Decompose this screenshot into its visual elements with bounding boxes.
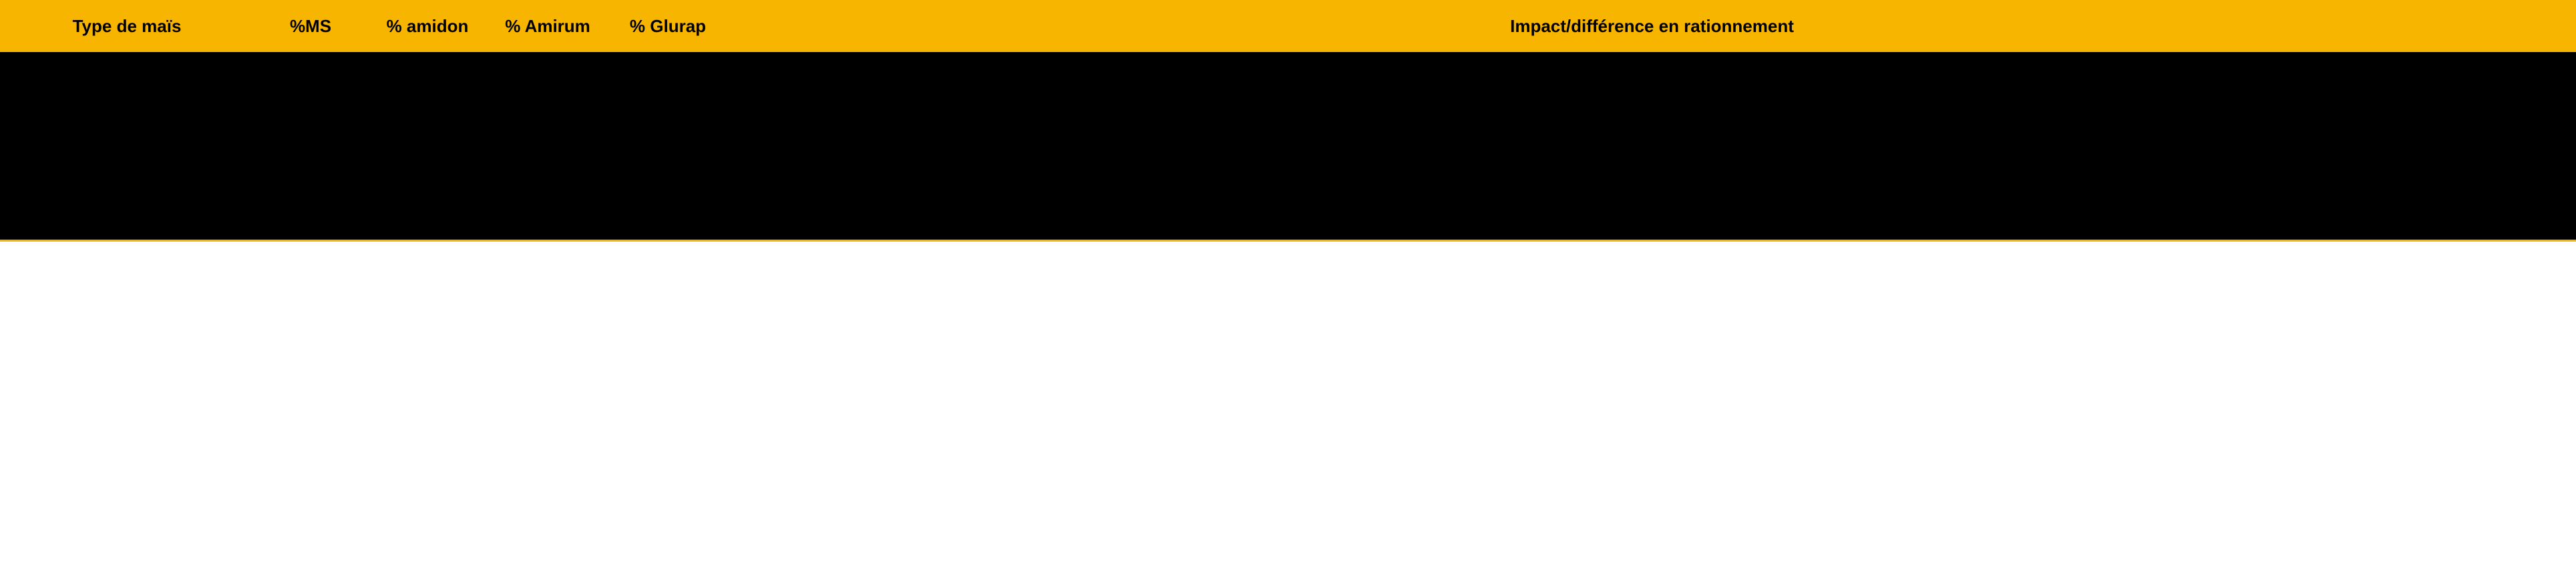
- col-header-amidon: % amidon: [367, 16, 488, 37]
- table-body: [0, 52, 2576, 240]
- col-header-glurap: % Glurap: [608, 16, 728, 37]
- table-footer-line: [0, 240, 2576, 242]
- col-header-type-de-mais: Type de maïs: [0, 16, 254, 37]
- col-header-amirum: % Amirum: [488, 16, 608, 37]
- col-header-impact: Impact/différence en rationnement: [728, 16, 2576, 37]
- corn-type-table: Type de maïs %MS % amidon % Amirum % Glu…: [0, 0, 2576, 242]
- col-header-ms: %MS: [254, 16, 367, 37]
- table-header-row: Type de maïs %MS % amidon % Amirum % Glu…: [0, 0, 2576, 52]
